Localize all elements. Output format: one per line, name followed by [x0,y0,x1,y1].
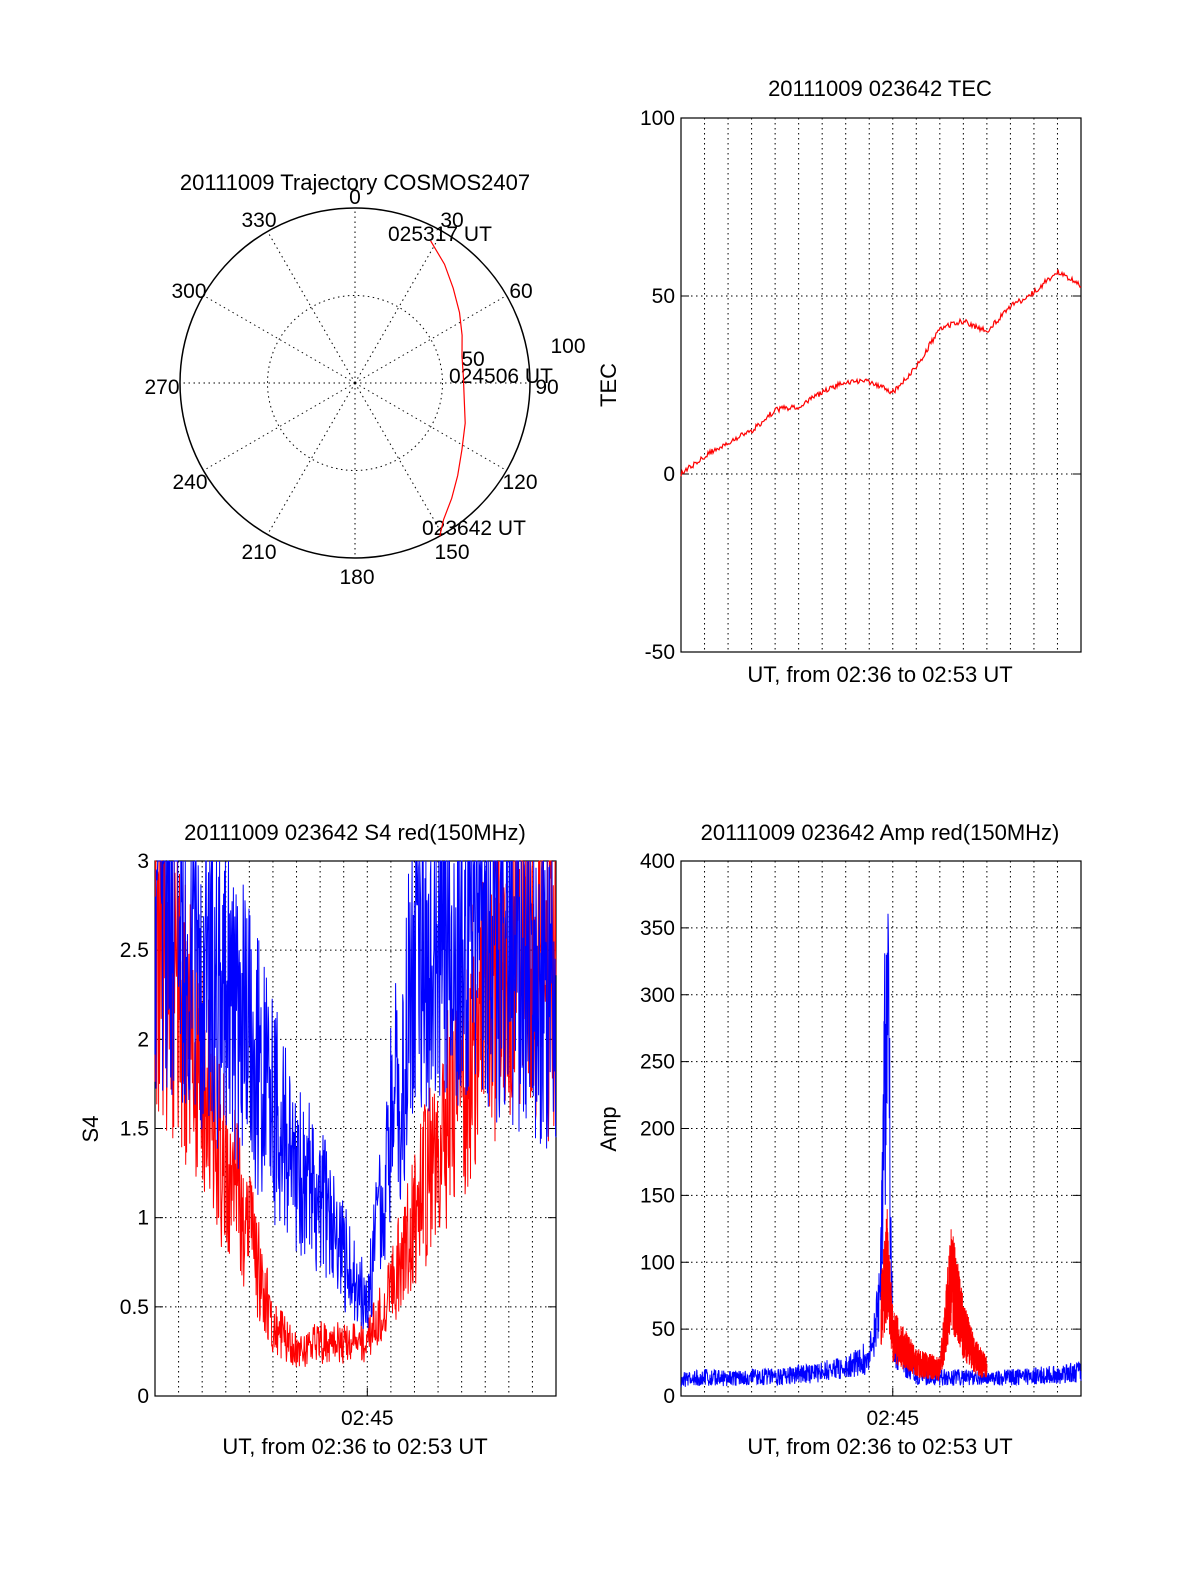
y-tick-label: -50 [645,641,675,664]
amp-title: 20111009 023642 Amp red(150MHz) [701,820,1060,845]
polar-angle-label: 210 [241,541,276,564]
amp-xlabel: UT, from 02:36 to 02:53 UT [747,1434,1012,1459]
polar-radius-label: 100 [550,335,585,358]
y-tick-label: 0 [137,1385,149,1408]
polar-angle-label: 0 [349,186,361,209]
polar-angle-label: 30 [440,209,463,232]
polar-angle-label: 330 [241,209,276,232]
y-tick-label: 2 [137,1028,149,1051]
data-series-line [880,1209,988,1381]
y-tick-label: 1 [137,1207,149,1230]
polar-trajectory-panel: 20111009 Trajectory COSMOS2407 0 30 60 90 12… [144,170,585,589]
data-series-line [680,269,1082,477]
polar-time-annotation: 024506 UT [449,365,553,388]
polar-spoke [267,382,356,535]
y-tick-label: 0.5 [120,1296,149,1319]
s4-ylabel: S4 [78,1116,103,1143]
tec-xlabel: UT, from 02:36 to 02:53 UT [747,662,1012,687]
tec-title: 20111009 023642 TEC [768,76,992,101]
polar-angle-label: 60 [509,280,532,303]
s4-xlabel: UT, from 02:36 to 02:53 UT [222,1434,487,1459]
polar-series [430,240,466,537]
polar-trajectory-line [430,240,466,537]
polar-angle-label: 270 [144,376,179,399]
y-tick-label: 200 [640,1118,675,1141]
y-tick-label: 3 [137,850,149,873]
polar-time-annotation: 023642 UT [422,517,526,540]
y-tick-label: 2.5 [120,939,149,962]
polar-angle-label: 90 [535,376,558,399]
y-tick-label: 100 [640,1251,675,1274]
plot-frame [680,117,1082,653]
amp-series [680,913,1082,1388]
tec-ylabel: TEC [596,363,621,407]
polar-spoke [354,295,507,384]
s4-grid: 0 0.5 1 1.5 2 2.5 3 02:45 [120,850,557,1430]
tec-panel: 20111009 023642 TEC UT, from 02:36 to 02… [596,76,1082,687]
plot-frame [680,860,1082,1397]
polar-outer-circle [179,207,531,559]
polar-spoke [354,382,507,471]
amp-grid: 0 50 100 150 200 250 300 350 400 02:45 [640,850,1082,1430]
tec-grid: -50 0 50 100 [640,107,1082,664]
y-tick-label: 50 [652,285,675,308]
x-tick-label: 02:45 [341,1407,394,1430]
polar-spoke [267,231,356,384]
polar-radius-label: 50 [461,348,484,371]
tec-series [680,269,1082,477]
y-tick-label: 50 [652,1318,675,1341]
y-tick-label: 0 [663,1385,675,1408]
polar-angle-label: 120 [502,471,537,494]
data-series-line [154,860,557,1330]
y-tick-label: 300 [640,984,675,1007]
amp-panel: 20111009 023642 Amp red(150MHz) UT, from… [596,820,1082,1459]
y-tick-label: 250 [640,1051,675,1074]
polar-angle-label: 300 [171,280,206,303]
s4-series [154,860,557,1367]
polar-spoke [203,295,356,384]
amp-ylabel: Amp [596,1106,621,1151]
polar-spoke [203,382,356,471]
s4-title: 20111009 023642 S4 red(150MHz) [184,820,526,845]
polar-inner-circle [267,295,443,471]
y-tick-label: 1.5 [120,1118,149,1141]
y-tick-label: 350 [640,917,675,940]
s4-panel: 20111009 023642 S4 red(150MHz) UT, from … [78,820,557,1459]
polar-time-annotation: 025317 UT [388,223,492,246]
polar-title: 20111009 Trajectory COSMOS2407 [180,170,530,195]
y-tick-label: 100 [640,107,675,130]
polar-angle-label: 240 [172,471,207,494]
x-tick-label: 02:45 [866,1407,919,1430]
y-tick-label: 400 [640,850,675,873]
polar-spoke [354,382,443,535]
polar-labels: 0 30 60 90 120 150 180 210 240 270 300 330 50 100 0253… [144,186,585,589]
polar-angle-label: 150 [434,541,469,564]
polar-spoke [354,231,443,384]
data-series-line [680,913,1082,1388]
y-tick-label: 0 [663,463,675,486]
polar-angle-label: 180 [339,566,374,589]
polar-grid [179,207,531,559]
y-tick-label: 150 [640,1184,675,1207]
